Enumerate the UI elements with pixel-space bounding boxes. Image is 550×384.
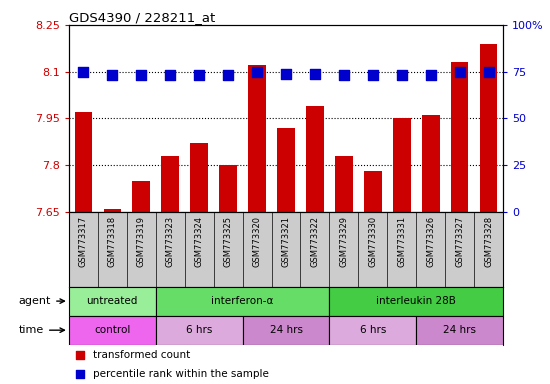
Point: [75, 352, 84, 358]
Bar: [133, 181, 150, 212]
Text: control: control: [94, 325, 130, 335]
Text: GSM773320: GSM773320: [252, 215, 262, 266]
Bar: [416, 316, 503, 345]
Bar: [336, 156, 353, 212]
Point: [252, 69, 261, 75]
Point: [368, 72, 377, 78]
Bar: [103, 209, 121, 212]
Bar: [480, 44, 497, 212]
Text: GSM773326: GSM773326: [426, 215, 436, 266]
Point: [195, 72, 204, 78]
Text: GSM773327: GSM773327: [455, 215, 464, 266]
Bar: [422, 115, 439, 212]
Text: GDS4390 / 228211_at: GDS4390 / 228211_at: [69, 11, 215, 24]
Point: [166, 72, 174, 78]
Point: [79, 69, 87, 75]
Point: [485, 69, 493, 75]
Bar: [219, 165, 236, 212]
Text: GSM773329: GSM773329: [339, 215, 349, 266]
Text: 6 hrs: 6 hrs: [360, 325, 386, 335]
Bar: [69, 316, 156, 345]
Point: [426, 72, 435, 78]
Point: [108, 72, 117, 78]
Text: 24 hrs: 24 hrs: [270, 325, 302, 335]
Text: GSM773324: GSM773324: [195, 215, 204, 266]
Text: interferon-α: interferon-α: [211, 296, 274, 306]
Text: agent: agent: [19, 296, 64, 306]
Text: time: time: [19, 325, 64, 335]
Point: [282, 71, 290, 77]
Bar: [243, 316, 329, 345]
Bar: [329, 286, 503, 316]
Text: GSM773317: GSM773317: [79, 215, 88, 266]
Text: GSM773325: GSM773325: [223, 215, 233, 266]
Point: [224, 72, 233, 78]
Bar: [306, 106, 323, 212]
Bar: [329, 316, 416, 345]
Text: GSM773318: GSM773318: [108, 215, 117, 266]
Bar: [156, 286, 329, 316]
Point: [137, 72, 146, 78]
Bar: [364, 171, 382, 212]
Text: 6 hrs: 6 hrs: [186, 325, 212, 335]
Text: untreated: untreated: [86, 296, 138, 306]
Bar: [277, 128, 295, 212]
Text: GSM773322: GSM773322: [310, 215, 320, 266]
Point: [75, 371, 84, 377]
Text: transformed count: transformed count: [92, 350, 190, 360]
Text: GSM773321: GSM773321: [282, 215, 290, 266]
Bar: [393, 118, 410, 212]
Bar: [451, 62, 469, 212]
Point: [339, 72, 348, 78]
Bar: [249, 65, 266, 212]
Point: [311, 71, 320, 77]
Text: GSM773323: GSM773323: [166, 215, 175, 266]
Text: GSM773330: GSM773330: [368, 215, 377, 266]
Bar: [75, 112, 92, 212]
Text: GSM773331: GSM773331: [397, 215, 406, 266]
Text: interleukin 28B: interleukin 28B: [376, 296, 456, 306]
Text: GSM773328: GSM773328: [484, 215, 493, 266]
Bar: [156, 316, 243, 345]
Point: [455, 69, 464, 75]
Bar: [162, 156, 179, 212]
Text: GSM773319: GSM773319: [136, 215, 146, 266]
Point: [398, 72, 406, 78]
Bar: [190, 143, 208, 212]
Text: 24 hrs: 24 hrs: [443, 325, 476, 335]
Text: percentile rank within the sample: percentile rank within the sample: [92, 369, 268, 379]
Bar: [69, 286, 156, 316]
